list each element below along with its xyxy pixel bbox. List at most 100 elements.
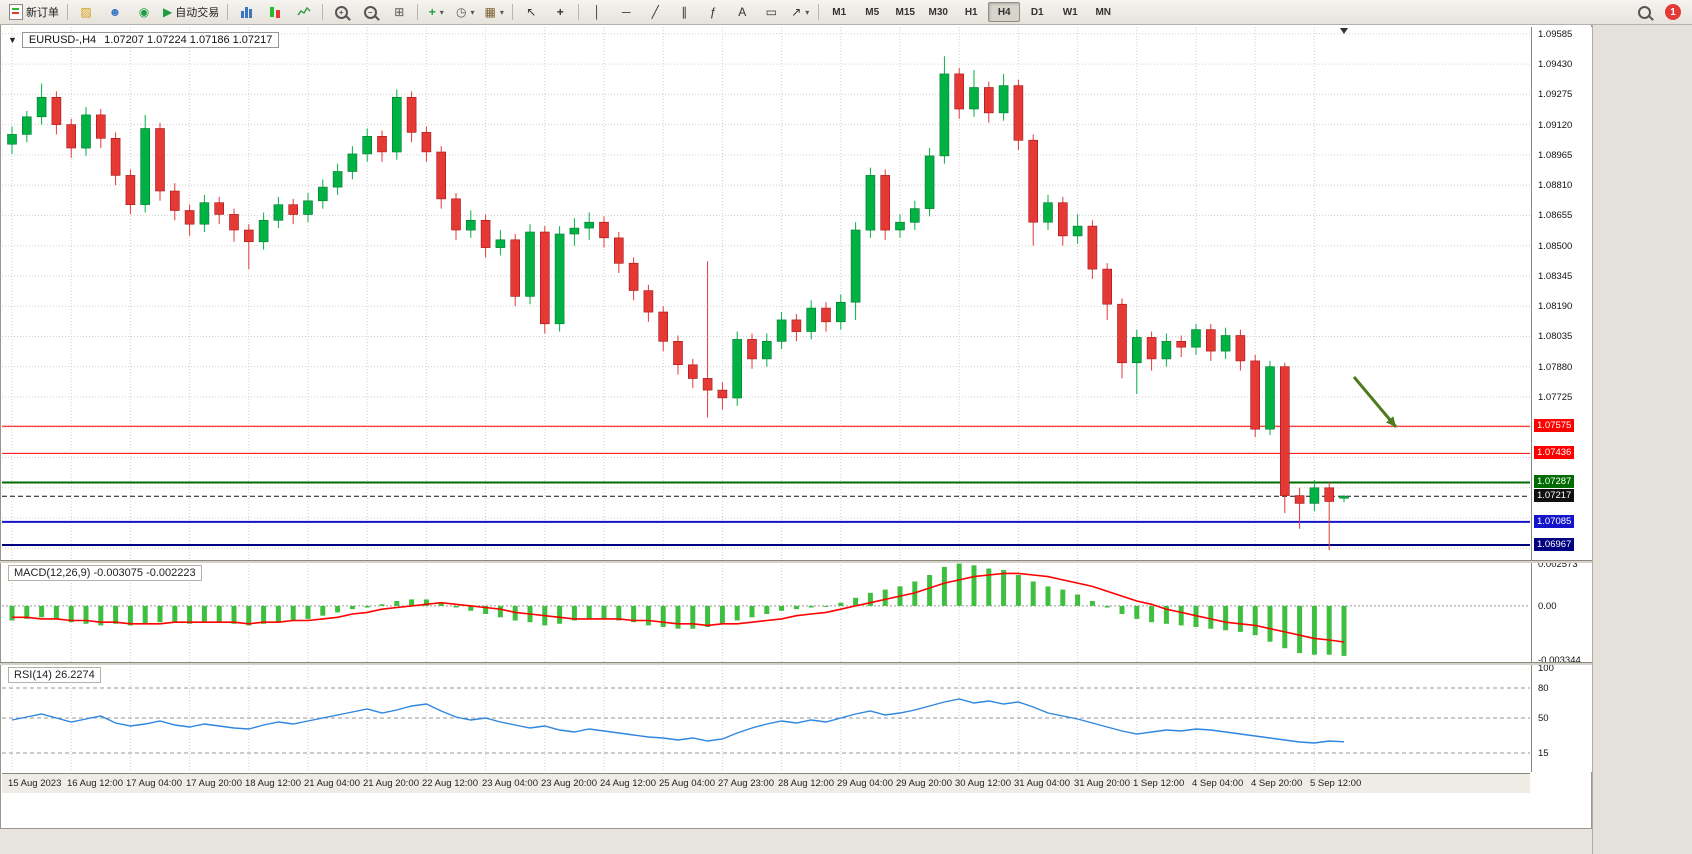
timeframe-w1[interactable]: W1 bbox=[1062, 6, 1078, 18]
toolbar-divider bbox=[417, 4, 419, 20]
search-icon bbox=[1637, 5, 1651, 19]
price-tick: 1.07880 bbox=[1538, 362, 1573, 373]
panel-splitter[interactable] bbox=[0, 662, 1592, 665]
templates-button[interactable]: ▦ ▾ bbox=[480, 1, 508, 23]
new-order-icon bbox=[9, 4, 23, 20]
horizontal-line-tool[interactable]: ─ bbox=[612, 1, 640, 23]
auto-trading-label: 自动交易 bbox=[175, 7, 220, 19]
account-button[interactable]: ☻ bbox=[101, 1, 129, 23]
macd-axis-tick: 0.00 bbox=[1538, 601, 1557, 612]
time-tick-label: 23 Aug 04:00 bbox=[482, 778, 538, 789]
time-tick-label: 23 Aug 20:00 bbox=[541, 778, 597, 789]
time-tick-label: 15 Aug 2023 bbox=[8, 778, 62, 789]
toolbar-divider bbox=[818, 4, 820, 20]
indicators-icon: + bbox=[428, 5, 436, 19]
text-tool[interactable]: A bbox=[728, 1, 756, 23]
timeframe-m15[interactable]: M15 bbox=[895, 6, 915, 18]
vertical-line-tool[interactable]: │ bbox=[583, 1, 611, 23]
panel-splitter[interactable] bbox=[0, 560, 1592, 563]
time-tick-label: 25 Aug 04:00 bbox=[659, 778, 715, 789]
auto-trading-button[interactable]: ▶ 自动交易 bbox=[159, 1, 223, 23]
time-tick-label: 21 Aug 04:00 bbox=[304, 778, 360, 789]
bar-chart-button[interactable] bbox=[232, 1, 260, 23]
zoom-in-icon: + bbox=[334, 5, 348, 19]
channel-tool[interactable]: ∥ bbox=[670, 1, 698, 23]
rsi-value: 26.2274 bbox=[54, 669, 95, 681]
line-chart-icon bbox=[297, 6, 311, 16]
channel-icon: ∥ bbox=[681, 5, 688, 19]
candlestick-icon bbox=[270, 6, 281, 19]
timeframe-m30[interactable]: M30 bbox=[928, 6, 948, 18]
timeframe-m1[interactable]: M1 bbox=[832, 6, 847, 18]
timeframe-h1[interactable]: H1 bbox=[964, 6, 978, 18]
trendline-icon: ╱ bbox=[651, 5, 659, 19]
indicators-button[interactable]: + ▾ bbox=[422, 1, 450, 23]
fibonacci-tool[interactable]: ƒ bbox=[699, 1, 727, 23]
price-tick: 1.08810 bbox=[1538, 180, 1573, 191]
macd-plot[interactable] bbox=[2, 562, 1530, 662]
vertical-line-icon: │ bbox=[593, 5, 601, 19]
chevron-down-icon: ▾ bbox=[439, 7, 444, 17]
time-tick-label: 22 Aug 12:00 bbox=[422, 778, 478, 789]
trendline-tool[interactable]: ╱ bbox=[641, 1, 669, 23]
time-tick-label: 5 Sep 12:00 bbox=[1310, 778, 1362, 789]
price-tick: 1.08965 bbox=[1538, 150, 1573, 161]
chevron-down-icon: ▾ bbox=[805, 7, 810, 17]
zoom-in-button[interactable]: + bbox=[327, 1, 355, 23]
macd-axis-tick: 0.002573 bbox=[1538, 559, 1578, 570]
chevron-down-icon: ▾ bbox=[470, 7, 475, 17]
new-order-label: 新订单 bbox=[26, 7, 59, 19]
time-tick-label: 4 Sep 20:00 bbox=[1251, 778, 1303, 789]
time-tick-label: 31 Aug 20:00 bbox=[1074, 778, 1130, 789]
tile-windows-icon: ⊞ bbox=[394, 5, 405, 19]
price-level-tag: 1.06967 bbox=[1534, 538, 1575, 551]
time-tick-label: 1 Sep 12:00 bbox=[1133, 778, 1185, 789]
line-chart-button[interactable] bbox=[290, 1, 318, 23]
new-order-button[interactable]: 新订单 bbox=[5, 1, 63, 23]
price-tick: 1.08035 bbox=[1538, 331, 1573, 342]
price-tick: 1.07725 bbox=[1538, 392, 1573, 403]
periods-button[interactable]: ◷ ▾ bbox=[451, 1, 479, 23]
crosshair-tool-button[interactable]: + bbox=[546, 1, 574, 23]
tile-windows-button[interactable]: ⊞ bbox=[385, 1, 413, 23]
time-axis[interactable]: 15 Aug 2023 16 Aug 12:00 17 Aug 04:00 17 Au… bbox=[2, 773, 1530, 793]
candlestick-plot[interactable] bbox=[2, 27, 1530, 560]
time-tick-label: 16 Aug 12:00 bbox=[67, 778, 123, 789]
time-tick-label: 27 Aug 23:00 bbox=[718, 778, 774, 789]
time-tick-label: 31 Aug 04:00 bbox=[1014, 778, 1070, 789]
timeframe-m5[interactable]: M5 bbox=[865, 6, 880, 18]
arrows-tool[interactable]: ↗ ▾ bbox=[786, 1, 814, 23]
candlestick-chart-button[interactable] bbox=[261, 1, 289, 23]
bar-chart-icon bbox=[240, 6, 252, 18]
label-tool[interactable]: ▭ bbox=[757, 1, 785, 23]
rsi-plot[interactable] bbox=[2, 664, 1530, 772]
price-level-tag: 1.07085 bbox=[1534, 515, 1575, 528]
price-tick: 1.09585 bbox=[1538, 29, 1573, 40]
profiles-button[interactable]: ▨ bbox=[72, 1, 100, 23]
search-button[interactable] bbox=[1630, 1, 1658, 23]
timeframe-mn[interactable]: MN bbox=[1095, 6, 1112, 18]
zoom-out-button[interactable]: − bbox=[356, 1, 384, 23]
cursor-tool-button[interactable]: ↖ bbox=[517, 1, 545, 23]
community-button[interactable]: ◉ bbox=[130, 1, 158, 23]
price-level-tag: 1.07575 bbox=[1534, 419, 1575, 432]
symbol-dropdown-icon[interactable]: ▼ bbox=[8, 35, 17, 45]
rsi-axis-tick: 50 bbox=[1538, 713, 1549, 724]
time-tick-label: 18 Aug 12:00 bbox=[245, 778, 301, 789]
cursor-icon: ↖ bbox=[526, 5, 537, 19]
chevron-down-icon: ▾ bbox=[499, 7, 504, 17]
label-icon: ▭ bbox=[765, 5, 777, 19]
timeframe-d1[interactable]: D1 bbox=[1030, 6, 1044, 18]
periods-icon: ◷ bbox=[455, 5, 467, 19]
rsi-axis-tick: 15 bbox=[1538, 748, 1549, 759]
toolbar-divider bbox=[67, 4, 68, 20]
symbol-info-box: ▼ EURUSD-,H4 1.07207 1.07224 1.07186 1.0… bbox=[8, 32, 280, 48]
symbol-timeframe-label: EURUSD-,H4 bbox=[28, 34, 97, 46]
time-tick-label: 24 Aug 12:00 bbox=[600, 778, 656, 789]
profile-icon: ▨ bbox=[80, 5, 92, 19]
macd-signal-value: -0.002223 bbox=[146, 567, 196, 579]
price-axis[interactable]: 1.09585 1.09430 1.09275 1.09120 1.08965 1.088… bbox=[1531, 27, 1592, 772]
notification-badge[interactable]: 1 bbox=[1665, 4, 1681, 20]
timeframe-h4[interactable]: H4 bbox=[988, 2, 1021, 22]
